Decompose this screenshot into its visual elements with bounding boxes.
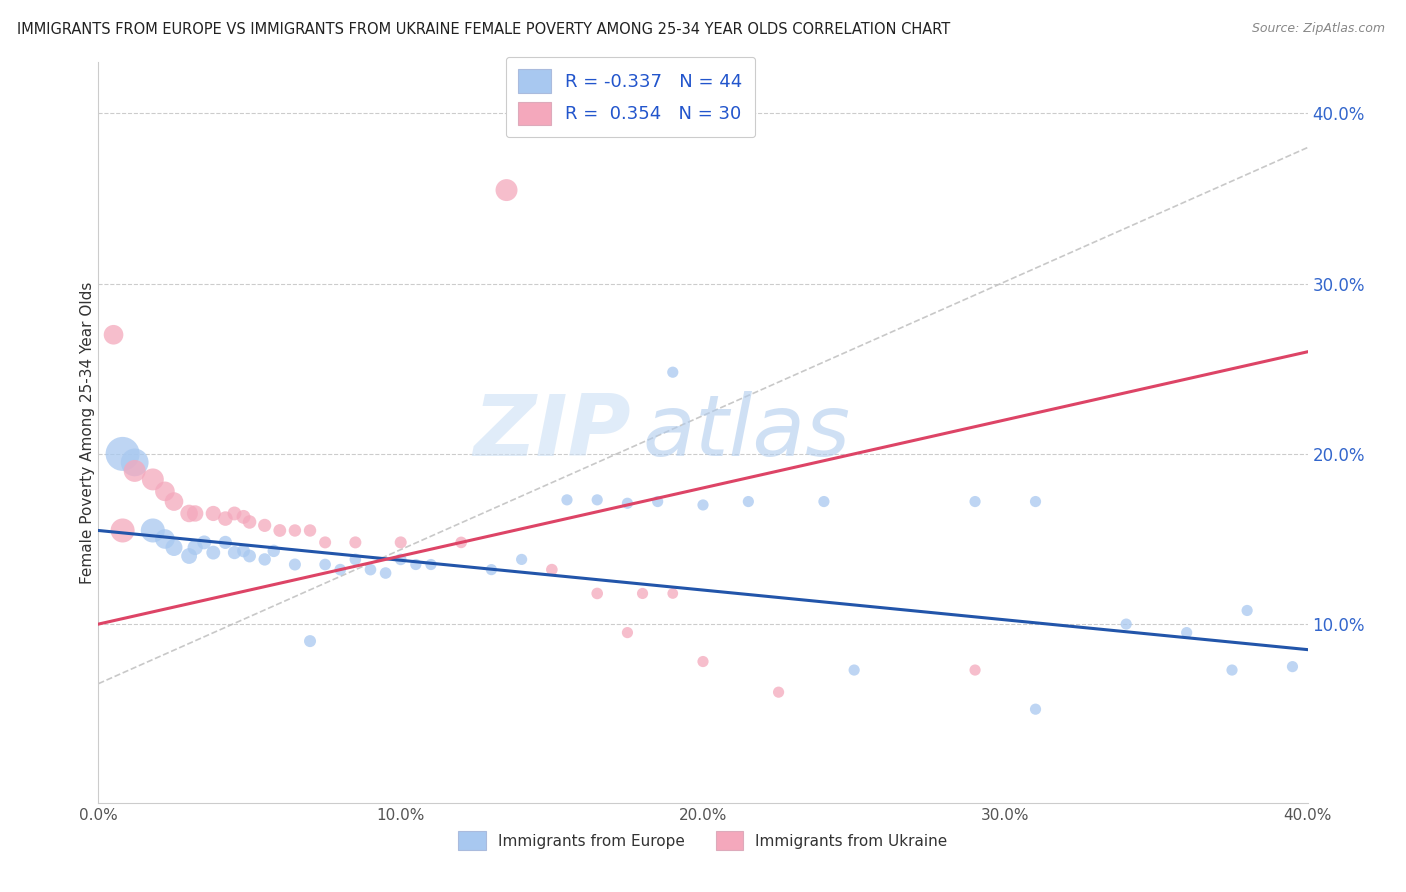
Point — [179, 507, 201, 521]
Point — [184, 507, 207, 521]
Point — [239, 515, 262, 529]
Point — [1115, 617, 1137, 632]
Point — [844, 663, 866, 677]
Point — [103, 327, 125, 342]
Point — [692, 655, 714, 669]
Point — [495, 183, 517, 197]
Point — [360, 563, 382, 577]
Point — [647, 494, 669, 508]
Point — [450, 535, 472, 549]
Text: atlas: atlas — [643, 391, 851, 475]
Point — [299, 634, 322, 648]
Point — [179, 549, 201, 563]
Point — [586, 492, 609, 507]
Point — [1024, 702, 1046, 716]
Point — [768, 685, 790, 699]
Point — [111, 524, 134, 538]
Legend: Immigrants from Europe, Immigrants from Ukraine: Immigrants from Europe, Immigrants from … — [451, 823, 955, 858]
Point — [329, 563, 352, 577]
Point — [153, 532, 176, 546]
Point — [214, 535, 236, 549]
Point — [616, 625, 638, 640]
Point — [344, 535, 367, 549]
Point — [481, 563, 503, 577]
Point — [299, 524, 322, 538]
Point — [965, 494, 987, 508]
Point — [153, 484, 176, 499]
Point — [631, 586, 654, 600]
Point — [253, 552, 276, 566]
Point — [253, 518, 276, 533]
Y-axis label: Female Poverty Among 25-34 Year Olds: Female Poverty Among 25-34 Year Olds — [80, 282, 94, 583]
Point — [420, 558, 443, 572]
Point — [214, 511, 236, 525]
Text: Source: ZipAtlas.com: Source: ZipAtlas.com — [1251, 22, 1385, 36]
Point — [124, 455, 146, 469]
Point — [142, 524, 165, 538]
Point — [555, 492, 578, 507]
Point — [284, 524, 307, 538]
Point — [124, 464, 146, 478]
Point — [202, 546, 225, 560]
Point — [374, 566, 396, 580]
Point — [616, 496, 638, 510]
Text: ZIP: ZIP — [472, 391, 630, 475]
Point — [540, 563, 562, 577]
Point — [1236, 603, 1258, 617]
Point — [263, 544, 285, 558]
Point — [737, 494, 759, 508]
Point — [510, 552, 533, 566]
Point — [163, 494, 186, 508]
Point — [389, 535, 412, 549]
Point — [284, 558, 307, 572]
Point — [813, 494, 835, 508]
Point — [661, 365, 683, 379]
Point — [1175, 625, 1198, 640]
Point — [661, 586, 683, 600]
Point — [586, 586, 609, 600]
Point — [965, 663, 987, 677]
Point — [184, 541, 207, 555]
Point — [142, 472, 165, 486]
Point — [193, 535, 215, 549]
Point — [389, 552, 412, 566]
Point — [1024, 494, 1046, 508]
Point — [405, 558, 427, 572]
Point — [224, 507, 246, 521]
Point — [1281, 659, 1303, 673]
Point — [232, 509, 254, 524]
Point — [163, 541, 186, 555]
Point — [344, 552, 367, 566]
Text: IMMIGRANTS FROM EUROPE VS IMMIGRANTS FROM UKRAINE FEMALE POVERTY AMONG 25-34 YEA: IMMIGRANTS FROM EUROPE VS IMMIGRANTS FRO… — [17, 22, 950, 37]
Point — [692, 498, 714, 512]
Point — [314, 535, 336, 549]
Point — [111, 447, 134, 461]
Point — [224, 546, 246, 560]
Point — [232, 544, 254, 558]
Point — [269, 524, 291, 538]
Point — [1220, 663, 1243, 677]
Point — [314, 558, 336, 572]
Point — [202, 507, 225, 521]
Point — [239, 549, 262, 563]
